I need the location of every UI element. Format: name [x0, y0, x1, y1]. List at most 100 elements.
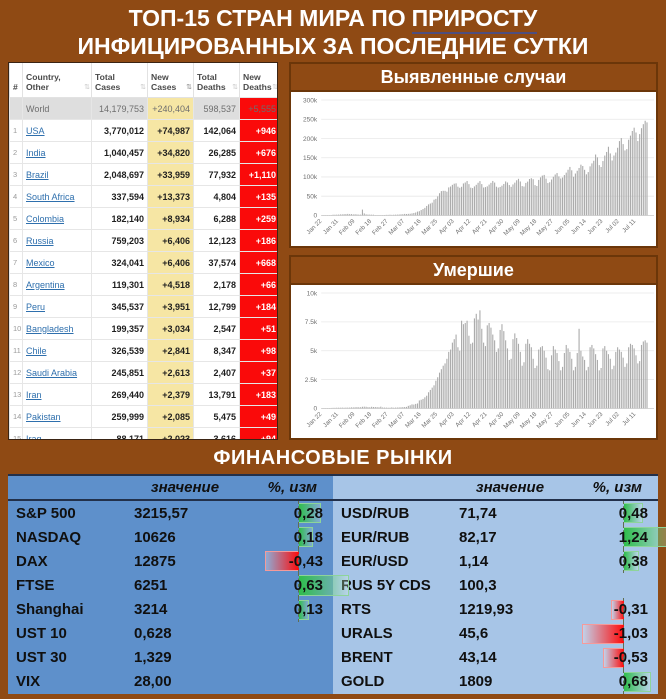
- fin-table-right: значение %, изм USD/RUB 71,74 0,48 EUR/RUB 8…: [333, 476, 666, 694]
- header-country[interactable]: Country, Other ⇅: [22, 63, 92, 98]
- total-deaths-cell: 8,347: [193, 339, 240, 362]
- svg-text:10k: 10k: [307, 290, 318, 297]
- total-cases-cell: 324,041: [91, 251, 148, 274]
- deaths-chart-title: Умершие: [289, 254, 658, 285]
- covid-table-body: World 14,179,753 +240,404 598,537 +5,555 1 USA…: [9, 97, 277, 440]
- svg-text:Mar 25: Mar 25: [421, 218, 440, 237]
- positive-change-bar: [624, 527, 666, 548]
- databar-axis-line: [623, 669, 624, 694]
- new-deaths-cell: +94: [239, 427, 277, 439]
- positive-change-bar: [299, 503, 321, 524]
- svg-text:Feb 09: Feb 09: [338, 410, 357, 429]
- header-new-cases[interactable]: New Cases ⇅: [147, 63, 194, 98]
- row-rank: 14: [9, 405, 23, 428]
- databar-axis-line: [623, 501, 624, 526]
- country-link[interactable]: India: [26, 147, 46, 158]
- country-link[interactable]: Chile: [26, 345, 47, 356]
- fin-header-value: значение: [150, 479, 220, 496]
- row-rank: 7: [9, 251, 23, 274]
- header-rank-label: #: [13, 82, 18, 93]
- instrument-name: Shanghai: [16, 601, 84, 619]
- total-cases-cell: 182,140: [91, 207, 148, 230]
- total-cases-cell: 88,171: [91, 427, 148, 439]
- svg-text:Jan 22: Jan 22: [305, 218, 324, 237]
- fin-row: EUR/USD 1,14 0,38: [333, 549, 658, 574]
- country-link[interactable]: Mexico: [26, 257, 55, 268]
- page-title: ТОП-15 СТРАН МИРА ПО ПРИРОСТУ ИНФИЦИРОВАН…: [0, 0, 666, 62]
- instrument-value: 6251: [134, 576, 168, 594]
- new-cases-cell: +2,023: [147, 427, 194, 439]
- country-cell: Colombia: [22, 207, 92, 230]
- fin-row: RTS 1219,93 -0,31: [333, 597, 658, 622]
- header-total-cases[interactable]: Total Cases ⇅: [91, 63, 148, 98]
- sort-icon: ⇅: [186, 84, 192, 92]
- svg-text:Mar 07: Mar 07: [387, 410, 406, 429]
- header-total-deaths[interactable]: Total Deaths ⇅: [193, 63, 240, 98]
- instrument-value: 1809: [459, 673, 493, 691]
- instrument-name: RUS 5Y CDS: [341, 576, 431, 594]
- header-total-cases-label: Total Cases: [95, 71, 121, 93]
- table-row: 2 India 1,040,457 +34,820 26,285 +676: [9, 141, 277, 164]
- fin-row: BRENT 43,14 -0,53: [333, 645, 658, 670]
- total-cases-cell: 2,048,697: [91, 163, 148, 186]
- negative-change-bar: [611, 599, 624, 620]
- instrument-change: 0,68: [561, 669, 658, 694]
- new-cases-cell: +4,518: [147, 273, 194, 296]
- new-cases-cell: +13,373: [147, 185, 194, 208]
- country-link[interactable]: USA: [26, 125, 45, 136]
- title-line-1: ТОП-15 СТРАН МИРА ПО ПРИРОСТУ: [0, 4, 666, 34]
- total-deaths-cell: 3,616: [193, 427, 240, 439]
- financial-tables: значение %, изм S&P 500 3215,57 0,28 NASDAQ…: [8, 474, 666, 694]
- total-deaths-cell: 598,537: [193, 97, 240, 120]
- row-rank: 15: [9, 427, 23, 439]
- header-new-deaths-label: New Deaths: [243, 71, 272, 93]
- svg-text:Apr 12: Apr 12: [454, 218, 472, 236]
- fin-header-change: %, изм: [592, 479, 642, 496]
- new-deaths-cell: +946: [239, 119, 277, 142]
- change-text: 0,48: [618, 504, 648, 522]
- svg-text:Apr 12: Apr 12: [454, 410, 472, 428]
- instrument-change: [236, 646, 333, 670]
- covid-table: # Country, Other ⇅ Total Cases ⇅ New Cases…: [9, 63, 277, 440]
- country-link[interactable]: Colombia: [26, 213, 65, 224]
- country-link[interactable]: Brazil: [26, 169, 49, 180]
- header-rank[interactable]: #: [9, 63, 23, 98]
- total-deaths-cell: 142,064: [193, 119, 240, 142]
- svg-text:Jan 31: Jan 31: [322, 410, 341, 429]
- databar-axis-line: [298, 501, 299, 526]
- databar-axis-line: [623, 621, 624, 646]
- title-line1-text: ТОП-15 СТРАН МИРА ПО: [128, 5, 406, 31]
- negative-change-bar: [265, 551, 299, 572]
- country-link[interactable]: Iran: [26, 389, 42, 400]
- header-new-deaths[interactable]: New Deaths ⇅: [239, 63, 277, 98]
- fin-header-change: %, изм: [267, 479, 317, 496]
- total-cases-cell: 119,301: [91, 273, 148, 296]
- country-link[interactable]: Russia: [26, 235, 54, 246]
- svg-text:Apr 21: Apr 21: [471, 218, 489, 236]
- cases-chart-panel: Выявленные случаи 0 50k 100k 150k 200k 250k 30…: [289, 62, 658, 248]
- country-link[interactable]: Pakistan: [26, 411, 61, 422]
- header-total-deaths-label: Total Deaths: [197, 71, 226, 93]
- fin-table-left: значение %, изм S&P 500 3215,57 0,28 NASDAQ…: [8, 476, 349, 694]
- country-link[interactable]: Peru: [26, 301, 46, 312]
- country-link[interactable]: Argentina: [26, 279, 65, 290]
- fin-row: UST 10 0,628: [8, 622, 333, 646]
- country-cell: Russia: [22, 229, 92, 252]
- country-link[interactable]: Iraq: [26, 433, 42, 440]
- country-cell: Argentina: [22, 273, 92, 296]
- databar-axis-line: [298, 573, 299, 598]
- country-link[interactable]: Saudi Arabia: [26, 367, 78, 378]
- main-area: # Country, Other ⇅ Total Cases ⇅ New Cases…: [8, 62, 658, 440]
- instrument-value: 3215,57: [134, 504, 189, 522]
- country-cell: India: [22, 141, 92, 164]
- fin-row: NASDAQ 10626 0,18: [8, 525, 333, 550]
- svg-text:0: 0: [314, 405, 318, 412]
- svg-text:May 27: May 27: [535, 218, 555, 238]
- country-link[interactable]: South Africa: [26, 191, 75, 202]
- svg-text:Jan 31: Jan 31: [322, 218, 341, 237]
- new-cases-cell: +74,987: [147, 119, 194, 142]
- country-link[interactable]: Bangladesh: [26, 323, 74, 334]
- new-cases-cell: +240,404: [147, 97, 194, 120]
- fin-row: S&P 500 3215,57 0,28: [8, 501, 333, 526]
- instrument-value: 100,3: [459, 576, 497, 594]
